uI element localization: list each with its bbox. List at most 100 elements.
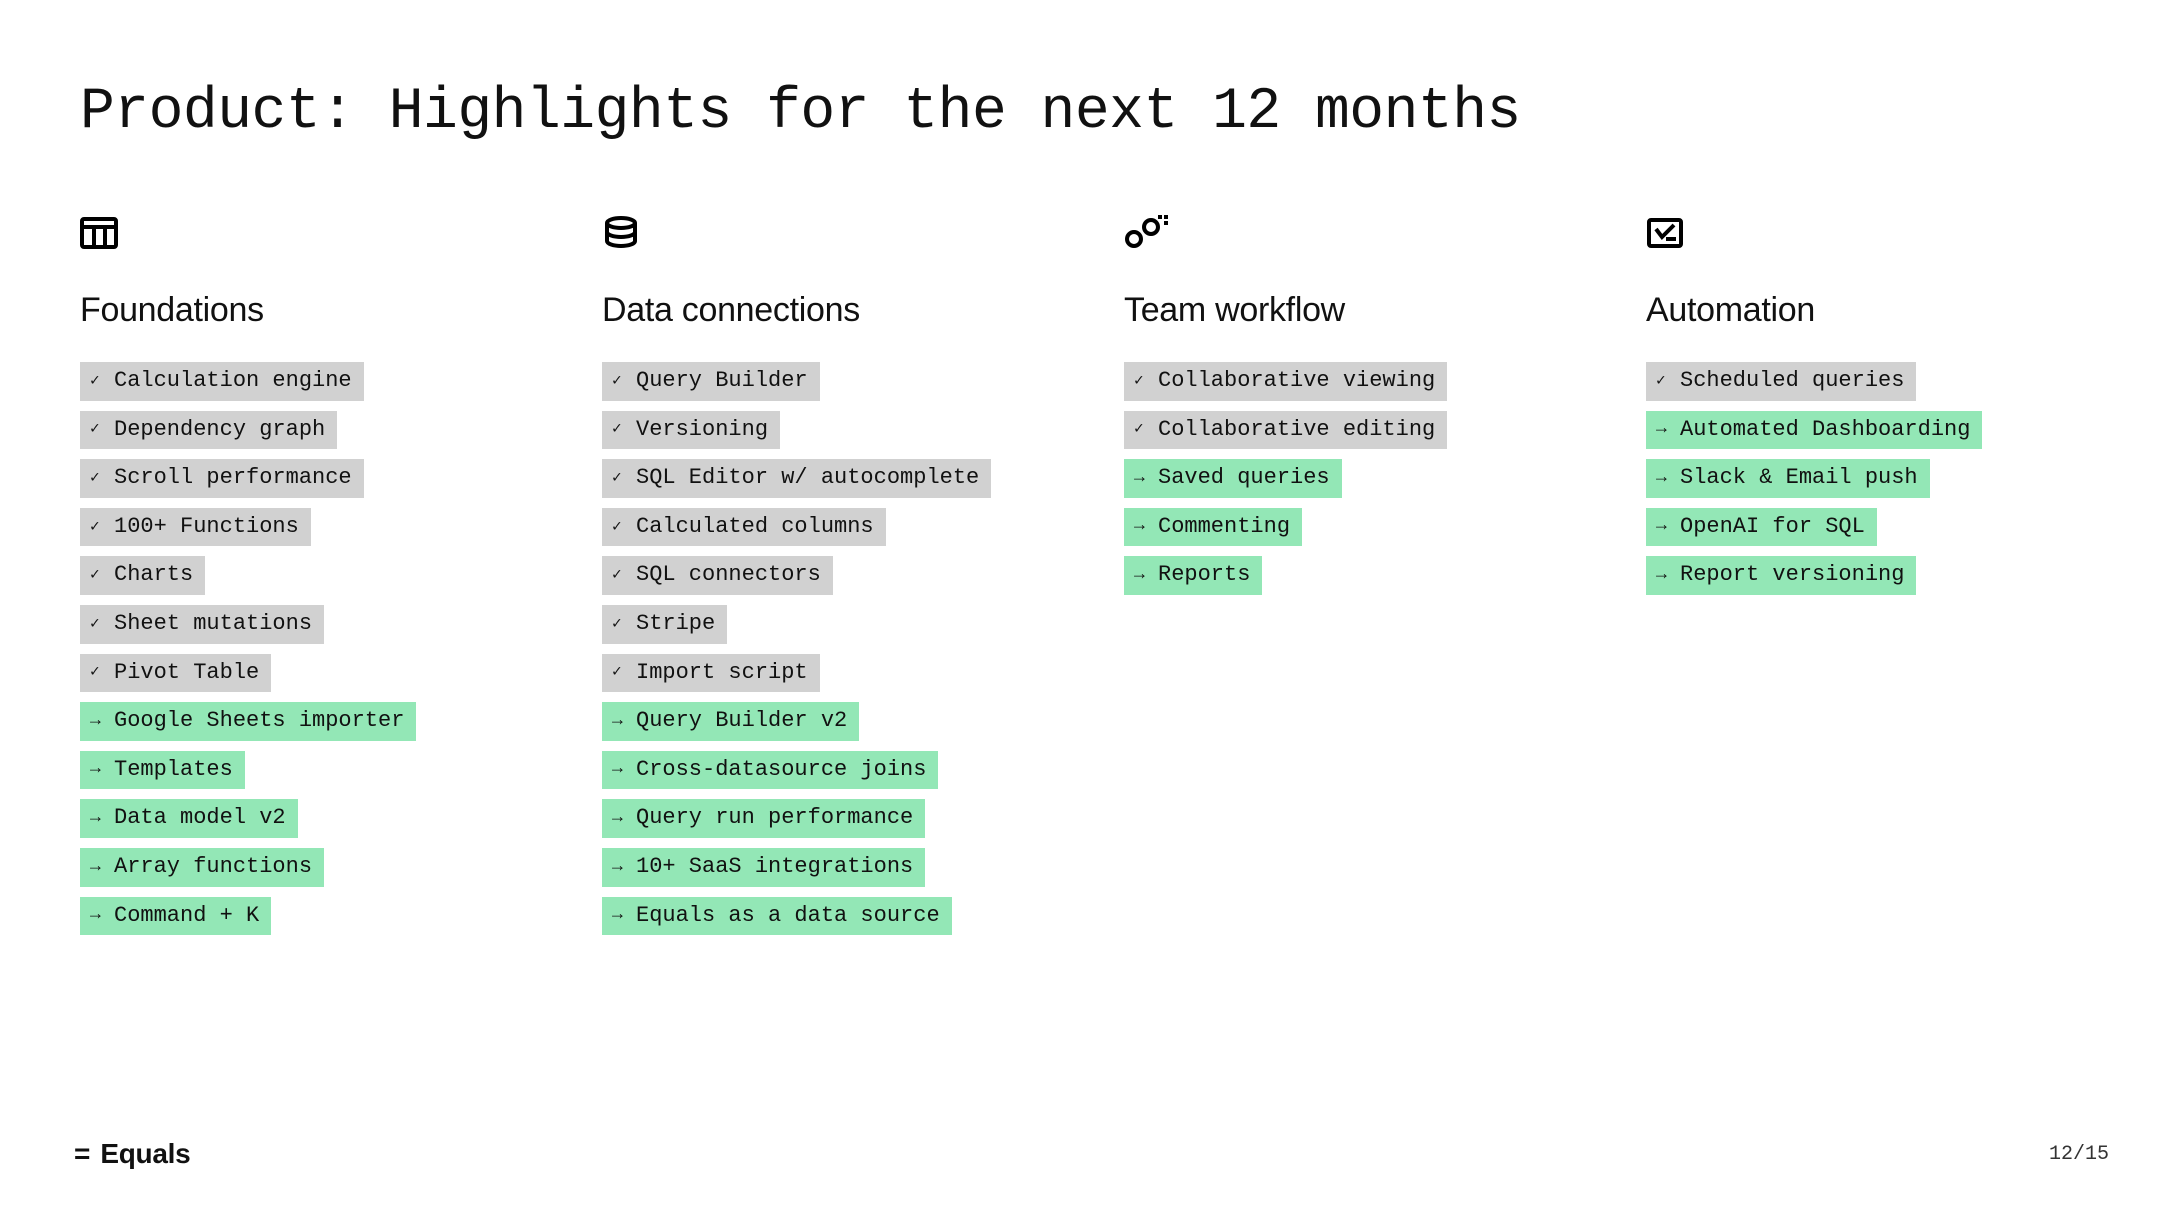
roadmap-item: ✓100+ Functions xyxy=(80,508,311,547)
column-3: Automation✓Scheduled queries→Automated D… xyxy=(1646,215,2168,935)
roadmap-item-label: Automated Dashboarding xyxy=(1680,416,1970,445)
arrow-icon: → xyxy=(1656,564,1678,587)
roadmap-item-label: Reports xyxy=(1158,561,1250,590)
arrow-icon: → xyxy=(612,710,634,733)
column-2: Team workflow✓Collaborative viewing✓Coll… xyxy=(1124,215,1646,935)
roadmap-item: ✓Collaborative viewing xyxy=(1124,362,1447,401)
roadmap-item-label: 10+ SaaS integrations xyxy=(636,853,913,882)
roadmap-item-label: 100+ Functions xyxy=(114,513,299,542)
roadmap-item-label: Report versioning xyxy=(1680,561,1904,590)
roadmap-item: ✓Stripe xyxy=(602,605,727,644)
roadmap-item-label: Saved queries xyxy=(1158,464,1330,493)
roadmap-item: →Query run performance xyxy=(602,799,925,838)
roadmap-item-label: Scheduled queries xyxy=(1680,367,1904,396)
roadmap-item: →Query Builder v2 xyxy=(602,702,859,741)
check-icon: ✓ xyxy=(612,662,634,683)
roadmap-item: ✓Scheduled queries xyxy=(1646,362,1916,401)
roadmap-item-label: Templates xyxy=(114,756,233,785)
page-number: 12/15 xyxy=(2049,1143,2109,1166)
check-icon: ✓ xyxy=(612,468,634,489)
roadmap-item-label: Versioning xyxy=(636,416,768,445)
roadmap-item: →Array functions xyxy=(80,848,324,887)
check-icon: ✓ xyxy=(90,565,112,586)
item-list: ✓Scheduled queries→Automated Dashboardin… xyxy=(1646,362,2128,595)
roadmap-item: →10+ SaaS integrations xyxy=(602,848,925,887)
roadmap-item-label: Data model v2 xyxy=(114,804,286,833)
roadmap-item-label: Calculated columns xyxy=(636,513,874,542)
check-icon: ✓ xyxy=(1134,371,1156,392)
roadmap-item-label: SQL Editor w/ autocomplete xyxy=(636,464,979,493)
roadmap-item-label: Query run performance xyxy=(636,804,913,833)
arrow-icon: → xyxy=(612,807,634,830)
arrow-icon: → xyxy=(1134,515,1156,538)
roadmap-item: ✓SQL Editor w/ autocomplete xyxy=(602,459,991,498)
check-icon: ✓ xyxy=(90,662,112,683)
footer-brand: = Equals xyxy=(74,1138,190,1170)
automation-icon xyxy=(1646,215,2128,259)
roadmap-item: ✓Collaborative editing xyxy=(1124,411,1447,450)
arrow-icon: → xyxy=(1656,418,1678,441)
roadmap-item-label: Cross-datasource joins xyxy=(636,756,926,785)
check-icon: ✓ xyxy=(90,371,112,392)
footer-brand-text: Equals xyxy=(100,1138,190,1170)
item-list: ✓Collaborative viewing✓Collaborative edi… xyxy=(1124,362,1606,595)
column-heading: Automation xyxy=(1646,291,2128,330)
arrow-icon: → xyxy=(1656,515,1678,538)
roadmap-item-label: Command + K xyxy=(114,902,259,931)
roadmap-item: ✓Calculated columns xyxy=(602,508,886,547)
arrow-icon: → xyxy=(612,758,634,781)
roadmap-item: →Equals as a data source xyxy=(602,897,952,936)
roadmap-item: →Slack & Email push xyxy=(1646,459,1930,498)
arrow-icon: → xyxy=(1134,467,1156,490)
check-icon: ✓ xyxy=(90,517,112,538)
check-icon: ✓ xyxy=(90,419,112,440)
roadmap-item: →Templates xyxy=(80,751,245,790)
roadmap-item: →Commenting xyxy=(1124,508,1302,547)
roadmap-item: ✓Query Builder xyxy=(602,362,820,401)
roadmap-item-label: Sheet mutations xyxy=(114,610,312,639)
roadmap-item-label: Collaborative viewing xyxy=(1158,367,1435,396)
check-icon: ✓ xyxy=(90,614,112,635)
arrow-icon: → xyxy=(1656,467,1678,490)
check-icon: ✓ xyxy=(612,517,634,538)
check-icon: ✓ xyxy=(1134,419,1156,440)
check-icon: ✓ xyxy=(1656,371,1678,392)
roadmap-item-label: Charts xyxy=(114,561,193,590)
roadmap-item-label: Slack & Email push xyxy=(1680,464,1918,493)
roadmap-item: ✓Scroll performance xyxy=(80,459,364,498)
roadmap-item: →Command + K xyxy=(80,897,271,936)
roadmap-item-label: Query Builder xyxy=(636,367,808,396)
check-icon: ✓ xyxy=(612,565,634,586)
roadmap-item-label: Google Sheets importer xyxy=(114,707,404,736)
arrow-icon: → xyxy=(90,856,112,879)
item-list: ✓Calculation engine✓Dependency graph✓Scr… xyxy=(80,362,562,935)
roadmap-item: ✓Import script xyxy=(602,654,820,693)
arrow-icon: → xyxy=(90,758,112,781)
roadmap-item-label: Calculation engine xyxy=(114,367,352,396)
column-heading: Foundations xyxy=(80,291,562,330)
check-icon: ✓ xyxy=(612,419,634,440)
item-list: ✓Query Builder✓Versioning✓SQL Editor w/ … xyxy=(602,362,1084,935)
equals-logo-mark: = xyxy=(74,1140,88,1168)
roadmap-item: →Report versioning xyxy=(1646,556,1916,595)
roadmap-item: →OpenAI for SQL xyxy=(1646,508,1877,547)
slide-title: Product: Highlights for the next 12 mont… xyxy=(80,80,2089,145)
arrow-icon: → xyxy=(90,710,112,733)
column-1: Data connections✓Query Builder✓Versionin… xyxy=(602,215,1124,935)
roadmap-item-label: Commenting xyxy=(1158,513,1290,542)
check-icon: ✓ xyxy=(90,468,112,489)
roadmap-item-label: SQL connectors xyxy=(636,561,821,590)
column-0: Foundations✓Calculation engine✓Dependenc… xyxy=(80,215,602,935)
grid-icon xyxy=(80,215,562,259)
arrow-icon: → xyxy=(90,904,112,927)
roadmap-item: ✓Pivot Table xyxy=(80,654,271,693)
column-heading: Data connections xyxy=(602,291,1084,330)
roadmap-item: →Cross-datasource joins xyxy=(602,751,938,790)
roadmap-item: ✓Versioning xyxy=(602,411,780,450)
roadmap-item: ✓Dependency graph xyxy=(80,411,337,450)
roadmap-item: →Reports xyxy=(1124,556,1262,595)
team-icon xyxy=(1124,215,1606,259)
arrow-icon: → xyxy=(90,807,112,830)
roadmap-item-label: Dependency graph xyxy=(114,416,325,445)
roadmap-item-label: OpenAI for SQL xyxy=(1680,513,1865,542)
